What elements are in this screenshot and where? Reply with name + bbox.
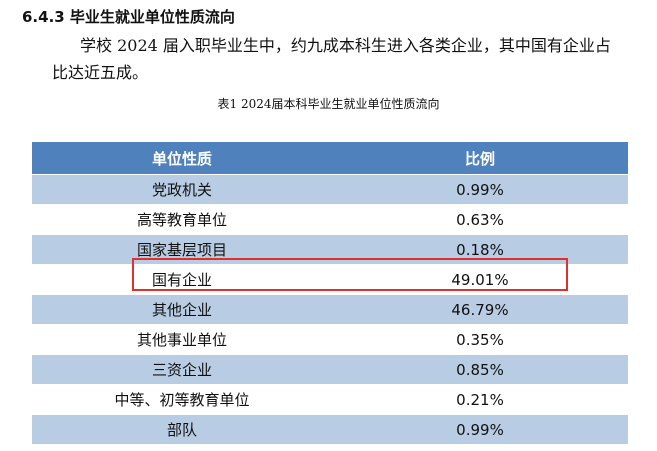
ratio-cell: 0.21% <box>332 384 628 415</box>
paragraph: 学校 2024 届入职毕业生中，约九成本科生进入各类企业，其中国有企业占比达近五… <box>52 36 611 82</box>
unit-type-cell: 国家基层项目 <box>32 234 332 265</box>
ratio-cell: 0.35% <box>332 324 628 355</box>
unit-type-cell: 三资企业 <box>32 354 332 385</box>
table-row: 部队 0.99% <box>32 414 628 445</box>
ratio-cell: 0.18% <box>332 234 628 265</box>
header-row: 单位性质 比例 <box>32 142 628 175</box>
unit-type-cell: 其他事业单位 <box>32 324 332 355</box>
header-cell: 单位性质 <box>32 142 332 175</box>
table-row: 国有企业 49.01% <box>32 264 628 295</box>
section-heading: 6.4.3 毕业生就业单位性质流向 <box>22 8 235 26</box>
table-row: 高等教育单位 0.63% <box>32 204 628 235</box>
unit-type-cell: 中等、初等教育单位 <box>32 384 332 415</box>
table-row: 三资企业 0.85% <box>32 354 628 385</box>
table-body: 党政机关 0.99% 高等教育单位 0.63% 国家基层项目 0.18% 国有企业 49.01… <box>32 174 628 445</box>
ratio-cell: 0.99% <box>332 414 628 445</box>
table-row: 国家基层项目 0.18% <box>32 234 628 265</box>
data-table: 单位性质 比例 党政机关 0.99% 高等教育单位 0.63% 国家基层项目 0.18% 国… <box>32 142 628 445</box>
table-row: 其他事业单位 0.35% <box>32 324 628 355</box>
ratio-cell: 0.99% <box>332 174 628 205</box>
unit-type-cell: 高等教育单位 <box>32 204 332 235</box>
unit-type-cell: 党政机关 <box>32 174 332 205</box>
table-row: 党政机关 0.99% <box>32 174 628 205</box>
unit-type-cell: 国有企业 <box>32 264 332 295</box>
ratio-cell: 0.63% <box>332 204 628 235</box>
ratio-cell: 0.85% <box>332 354 628 385</box>
unit-type-cell: 其他企业 <box>32 294 332 325</box>
table-row: 中等、初等教育单位 0.21% <box>32 384 628 415</box>
table-row: 其他企业 46.79% <box>32 294 628 325</box>
unit-type-cell: 部队 <box>32 414 332 445</box>
header-cell: 比例 <box>332 142 628 175</box>
ratio-cell: 49.01% <box>332 264 628 295</box>
ratio-cell: 46.79% <box>332 294 628 325</box>
table-caption: 表1 2024届本科毕业生就业单位性质流向 <box>217 97 440 111</box>
